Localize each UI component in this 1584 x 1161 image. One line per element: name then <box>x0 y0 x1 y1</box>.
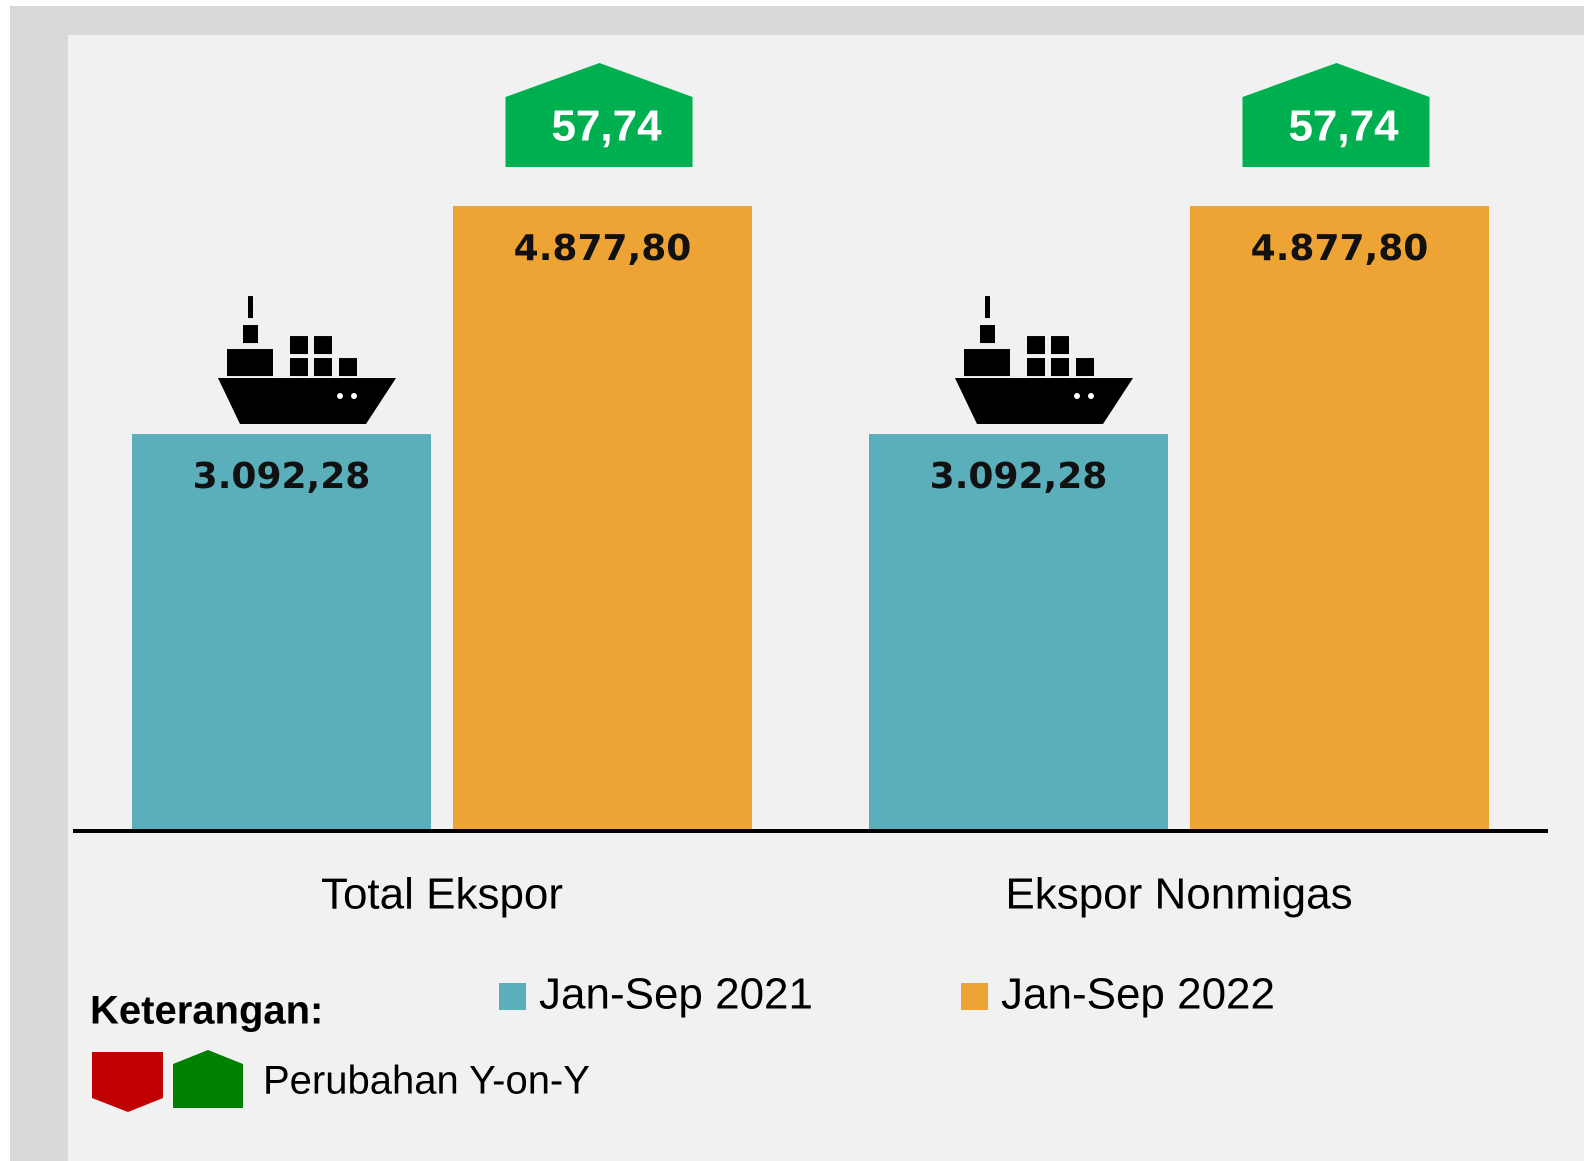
ship-hull <box>955 378 1133 425</box>
ship-container <box>339 358 357 377</box>
legend-change-label: Perubahan Y-on-Y <box>263 1059 590 1103</box>
ship-mast <box>985 296 990 319</box>
change-badge <box>1242 63 1430 167</box>
x-tick-label: Ekspor Nonmigas <box>1005 870 1352 919</box>
legend-swatch <box>961 983 988 1010</box>
ship-container <box>1051 358 1069 377</box>
ship-icon <box>218 296 396 425</box>
ship-container <box>1027 336 1045 355</box>
legend-down-icon <box>92 1052 163 1112</box>
ship-window <box>351 393 357 400</box>
change-label: 57,74 <box>551 102 662 151</box>
legend-title: Keterangan: <box>90 989 323 1033</box>
ship-mast <box>248 296 253 319</box>
data-label: 3.092,28 <box>930 456 1108 497</box>
change-label: 57,74 <box>1288 102 1399 151</box>
ship-window <box>1074 393 1080 400</box>
legend-up-icon <box>173 1050 243 1108</box>
ship-container <box>314 358 332 377</box>
ship-bridge <box>964 349 1010 377</box>
ship-container <box>314 336 332 355</box>
legend-label: Jan-Sep 2021 <box>539 970 813 1019</box>
ship-window <box>1088 393 1094 400</box>
bar <box>869 434 1168 829</box>
bar <box>132 434 431 829</box>
data-label: 4.877,80 <box>1251 228 1429 269</box>
ship-container <box>1027 358 1045 377</box>
data-label: 3.092,28 <box>193 456 371 497</box>
x-tick-label: Total Ekspor <box>321 870 563 919</box>
ship-window <box>337 393 343 400</box>
bar <box>453 206 752 829</box>
ship-icon <box>955 296 1133 425</box>
ship-bridge <box>227 349 273 377</box>
ship-container <box>290 336 308 355</box>
ship-cabin <box>980 325 995 344</box>
change-badge <box>505 63 693 167</box>
ship-hull <box>218 378 396 425</box>
ship-icons <box>218 296 1133 425</box>
ship-cabin <box>243 325 258 344</box>
ship-container <box>1051 336 1069 355</box>
ship-container <box>1076 358 1094 377</box>
legend-swatch <box>499 983 526 1010</box>
ship-container <box>290 358 308 377</box>
data-label: 4.877,80 <box>514 228 692 269</box>
legend-label: Jan-Sep 2022 <box>1001 970 1275 1019</box>
bar <box>1190 206 1489 829</box>
